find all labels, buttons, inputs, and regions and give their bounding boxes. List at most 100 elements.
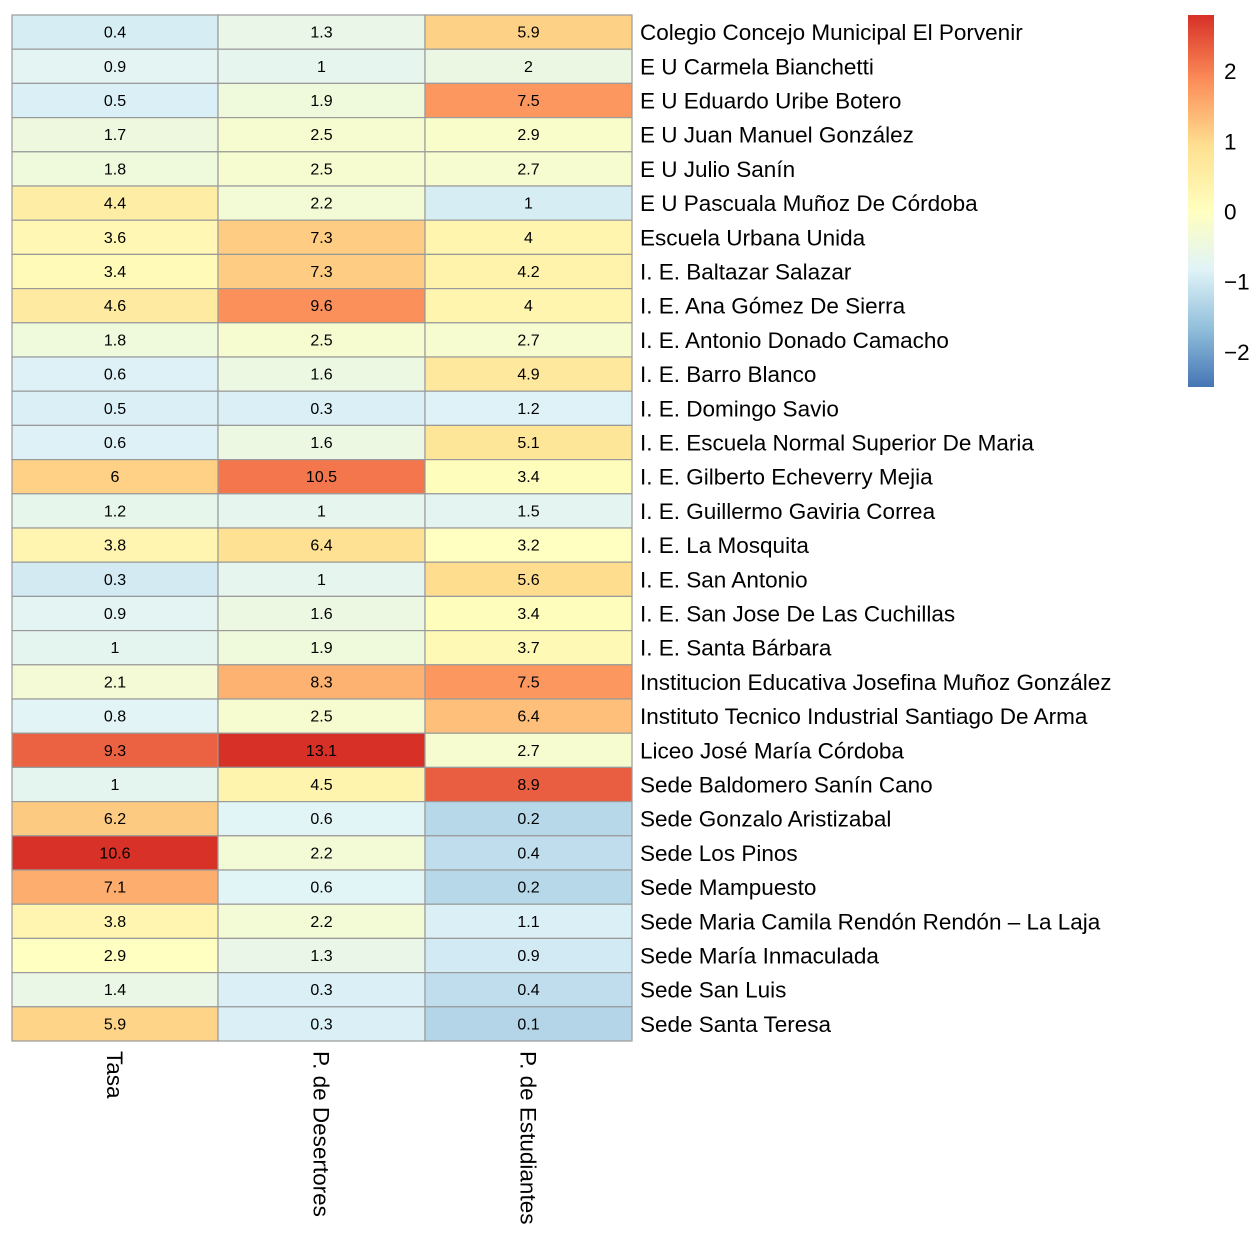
cell-value-label: 0.6 bbox=[310, 880, 332, 897]
cell-value-label: 0.9 bbox=[104, 59, 126, 76]
heatmap-cell bbox=[424, 1006, 633, 1042]
cell-value-label: 7.1 bbox=[104, 880, 126, 897]
row-label: I. E. San Antonio bbox=[640, 567, 808, 592]
cell-value-label: 2.2 bbox=[310, 845, 332, 862]
cell-value-label: 0.1 bbox=[517, 1016, 539, 1033]
row-labels: Colegio Concejo Municipal El Porvenir E U… bbox=[640, 20, 1112, 1037]
cell-value-label: 5.9 bbox=[517, 25, 539, 42]
heatmap-cell bbox=[424, 493, 633, 529]
row-label: Institucion Educativa Josefina Muñoz Gon… bbox=[640, 670, 1112, 695]
cell-value-label: 4.9 bbox=[517, 367, 539, 384]
cell-value-label: 6 bbox=[111, 469, 120, 486]
cell-value-label: 1.4 bbox=[104, 982, 126, 999]
heatmap-cell bbox=[217, 185, 426, 221]
heatmap-cell bbox=[217, 835, 426, 871]
cell-value-label: 0.2 bbox=[517, 880, 539, 897]
cell-value-label: 2.7 bbox=[517, 332, 539, 349]
cell-value-label: 0.6 bbox=[310, 811, 332, 828]
cell-value-label: 0.4 bbox=[517, 982, 539, 999]
heatmap-cell bbox=[11, 356, 219, 392]
cell-value-label: 8.9 bbox=[517, 777, 539, 794]
cell-value-label: 0.9 bbox=[104, 606, 126, 623]
row-label: I. E. Antonio Donado Camacho bbox=[640, 328, 949, 353]
color-legend: 2 1 0 −1 −2 bbox=[1188, 15, 1250, 387]
row-label: I. E. Barro Blanco bbox=[640, 362, 816, 387]
cell-value-label: 0.5 bbox=[104, 93, 126, 110]
heatmap-cell bbox=[11, 527, 219, 563]
cell-value-label: 7.5 bbox=[517, 674, 539, 691]
heatmap-cell bbox=[217, 14, 426, 50]
cell-value-label: 1 bbox=[317, 572, 326, 589]
row-label: E U Juan Manuel González bbox=[640, 123, 914, 148]
cell-value-label: 3.6 bbox=[104, 230, 126, 247]
legend-tick-label: 0 bbox=[1224, 200, 1237, 225]
row-label: Sede Mampuesto bbox=[640, 875, 816, 900]
cell-value-label: 0.3 bbox=[310, 1016, 332, 1033]
heatmap-cell bbox=[217, 869, 426, 905]
column-label: Tasa bbox=[102, 1051, 127, 1099]
cell-value-label: 1 bbox=[111, 640, 120, 657]
heatmap-cell bbox=[11, 1006, 219, 1042]
cell-value-label: 13.1 bbox=[306, 743, 337, 760]
cell-value-label: 4.6 bbox=[104, 298, 126, 315]
cell-value-label: 2.7 bbox=[517, 161, 539, 178]
heatmap-cell bbox=[11, 424, 219, 461]
cell-value-label: 8.3 bbox=[310, 674, 332, 691]
heatmap-cell bbox=[424, 459, 633, 495]
heatmap-cell bbox=[217, 766, 426, 803]
cell-value-label: 5.6 bbox=[517, 572, 539, 589]
heatmap-cell bbox=[424, 322, 633, 358]
cell-value-label: 0.6 bbox=[104, 367, 126, 384]
cell-value-label: 3.4 bbox=[517, 469, 539, 486]
cell-value-label: 9.3 bbox=[104, 743, 126, 760]
cell-value-label: 10.5 bbox=[306, 469, 337, 486]
cell-value-label: 1.8 bbox=[104, 332, 126, 349]
heatmap-cell bbox=[424, 219, 633, 255]
row-label: Colegio Concejo Municipal El Porvenir bbox=[640, 20, 1023, 45]
cell-value-label: 2.2 bbox=[310, 914, 332, 931]
cell-value-label: 1.6 bbox=[310, 367, 332, 384]
cell-value-label: 1.3 bbox=[310, 25, 332, 42]
cell-value-label: 4 bbox=[524, 298, 533, 315]
cell-value-label: 1.2 bbox=[104, 503, 126, 520]
heatmap-cell bbox=[217, 253, 426, 290]
heatmap-cell bbox=[11, 629, 219, 666]
cell-value-label: 6.2 bbox=[104, 811, 126, 828]
heatmap-cell bbox=[217, 527, 426, 563]
cell-value-label: 3.8 bbox=[104, 538, 126, 555]
heatmap-cell bbox=[217, 629, 426, 666]
cell-value-label: 1.6 bbox=[310, 606, 332, 623]
row-label: I. E. Domingo Savio bbox=[640, 396, 839, 421]
heatmap-cell bbox=[11, 185, 219, 221]
cell-value-label: 5.1 bbox=[517, 435, 539, 452]
cell-value-label: 1.8 bbox=[104, 161, 126, 178]
cell-value-label: 0.4 bbox=[104, 25, 126, 42]
row-label: I. E. Guillermo Gaviria Correa bbox=[640, 499, 936, 524]
cell-value-label: 3.4 bbox=[517, 606, 539, 623]
cell-value-label: 2.9 bbox=[517, 127, 539, 144]
cell-value-label: 2.5 bbox=[310, 127, 332, 144]
heatmap-cell bbox=[424, 390, 633, 427]
cell-value-label: 7.3 bbox=[310, 230, 332, 247]
row-label: E U Julio Sanín bbox=[640, 157, 795, 182]
cell-value-label: 9.6 bbox=[310, 298, 332, 315]
heatmap-cell bbox=[11, 219, 219, 255]
heatmap-cell bbox=[424, 835, 633, 871]
row-label: I. E. Ana Gómez De Sierra bbox=[640, 294, 906, 319]
cell-value-label: 0.3 bbox=[104, 572, 126, 589]
heatmap-cell bbox=[11, 800, 219, 837]
row-label: I. E. Baltazar Salazar bbox=[640, 260, 852, 285]
column-label: P. de Desertores bbox=[309, 1051, 334, 1217]
heatmap-cell bbox=[424, 595, 633, 632]
cell-value-label: 1 bbox=[524, 196, 533, 213]
cell-value-label: 0.9 bbox=[517, 948, 539, 965]
cell-value-label: 1.9 bbox=[310, 640, 332, 657]
cell-value-label: 5.9 bbox=[104, 1016, 126, 1033]
cell-value-label: 3.7 bbox=[517, 640, 539, 657]
cell-value-label: 3.8 bbox=[104, 914, 126, 931]
cell-value-label: 4.4 bbox=[104, 196, 126, 213]
cell-value-label: 6.4 bbox=[310, 538, 332, 555]
cell-value-label: 1.1 bbox=[517, 914, 539, 931]
legend-tick-label: −1 bbox=[1224, 270, 1250, 295]
